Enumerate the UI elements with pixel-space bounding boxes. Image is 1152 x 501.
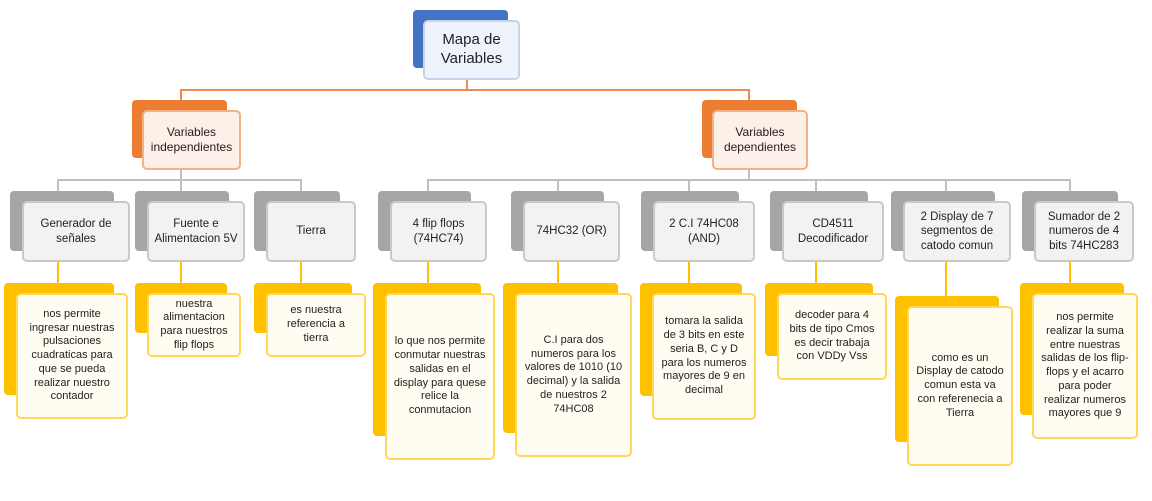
connector-desc-6: [688, 262, 690, 284]
connector-node-5: [557, 179, 559, 193]
node-8-card: 2 Display de 7 segmentos de catodo comun: [903, 201, 1011, 262]
connector-cat2-down: [748, 170, 750, 180]
node-2-description-card: nuestra alimentacion para nuestros flip …: [147, 293, 241, 357]
category-independent: Variables independientes: [142, 110, 241, 170]
connector-desc-4: [427, 262, 429, 284]
root-label: Mapa de Variables: [440, 31, 503, 67]
connector-cat1-down: [180, 170, 182, 180]
connector-desc-9: [1069, 262, 1071, 284]
node-3-description: es nuestra referencia a tierra: [286, 304, 346, 344]
node-6-description: tomara la salida de 3 bits en este seria…: [661, 315, 747, 396]
root-node: Mapa de Variables: [423, 20, 520, 80]
node-7-description-card: decoder para 4 bits de tipo Cmos es deci…: [777, 293, 887, 380]
node-3-title: Tierra: [296, 225, 326, 238]
connector-root-stem: [466, 80, 468, 90]
node-5-description-card: C.I para dos numeros para los valores de…: [515, 293, 632, 457]
connector-node-8: [945, 179, 947, 193]
connector-desc-5: [557, 262, 559, 284]
node-3-description-card: es nuestra referencia a tierra: [266, 293, 366, 357]
node-1-description: nos permite ingresar nuestras pulsacione…: [29, 307, 115, 403]
node-2-card: Fuente e Alimentacion 5V: [147, 201, 245, 262]
connector-node-1: [57, 179, 59, 193]
node-5-description: C.I para dos numeros para los valores de…: [524, 333, 623, 415]
node-4-card: 4 flip flops (74HC74): [390, 201, 487, 262]
node-9-title: Sumador de 2 numeros de 4 bits 74HC283: [1047, 210, 1121, 252]
node-9-card: Sumador de 2 numeros de 4 bits 74HC283: [1034, 201, 1134, 262]
connector-cat1-stem: [180, 89, 182, 101]
node-8-title: 2 Display de 7 segmentos de catodo comun: [920, 210, 994, 252]
node-4-description: lo que nos permite conmutar nuestras sal…: [393, 335, 487, 416]
node-4-title: 4 flip flops (74HC74): [412, 218, 465, 245]
connector-desc-1: [57, 262, 59, 284]
node-3-card: Tierra: [266, 201, 356, 262]
connector-desc-8: [945, 262, 947, 296]
connector-node-2: [180, 179, 182, 193]
connector-cat2-bus: [427, 179, 1071, 181]
node-8-description-card: como es un Display de catodo comun esta …: [907, 306, 1013, 466]
connector-cat2-stem: [748, 89, 750, 101]
node-5-card: 74HC32 (OR): [523, 201, 620, 262]
connector-desc-3: [300, 262, 302, 284]
node-7-title: CD4511 Decodificador: [797, 218, 869, 245]
connector-node-4: [427, 179, 429, 193]
connector-node-3: [300, 179, 302, 193]
connector-node-7: [815, 179, 817, 193]
connector-desc-2: [180, 262, 182, 284]
connector-node-6: [688, 179, 690, 193]
category-dependent: Variables dependientes: [712, 110, 808, 170]
node-9-description-card: nos permite realizar la suma entre nuest…: [1032, 293, 1138, 439]
node-8-description: como es un Display de catodo comun esta …: [916, 351, 1004, 419]
connector-node-9: [1069, 179, 1071, 193]
node-4-description-card: lo que nos permite conmutar nuestras sal…: [385, 293, 495, 460]
node-5-title: 74HC32 (OR): [536, 225, 607, 238]
node-2-title: Fuente e Alimentacion 5V: [154, 218, 238, 245]
connector-cat1-bus: [57, 179, 302, 181]
node-1-description-card: nos permite ingresar nuestras pulsacione…: [16, 293, 128, 419]
node-7-card: CD4511 Decodificador: [782, 201, 884, 262]
node-9-description: nos permite realizar la suma entre nuest…: [1041, 311, 1129, 420]
node-6-title: 2 C.I 74HC08 (AND): [669, 218, 739, 245]
connector-root-bus: [180, 89, 749, 91]
node-6-card: 2 C.I 74HC08 (AND): [653, 201, 755, 262]
node-7-description: decoder para 4 bits de tipo Cmos es deci…: [789, 309, 875, 363]
node-1-card: Generador de señales: [22, 201, 130, 262]
node-6-description-card: tomara la salida de 3 bits en este seria…: [652, 293, 756, 420]
connector-desc-7: [815, 262, 817, 284]
node-2-description: nuestra alimentacion para nuestros flip …: [160, 297, 228, 351]
node-1-title: Generador de señales: [40, 218, 112, 245]
